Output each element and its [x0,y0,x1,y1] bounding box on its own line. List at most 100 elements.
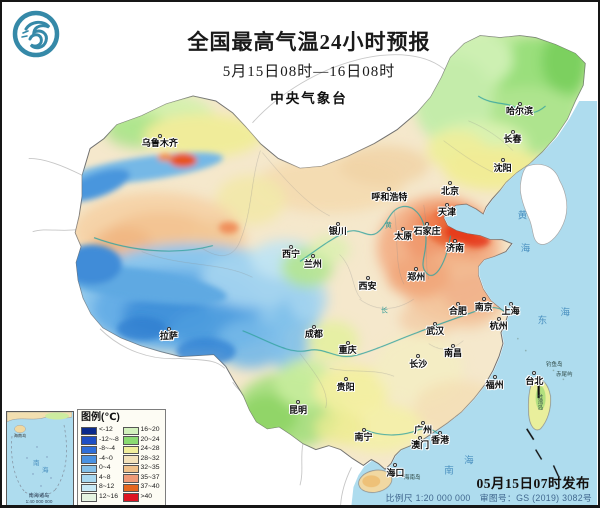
island-label: 海南岛 [403,475,421,482]
city-dot [157,133,162,138]
city-dot [447,181,452,186]
city-dot [343,377,348,382]
city-dot [335,221,340,226]
legend-title: 图例(℃) [81,412,120,423]
city-label: 石家庄 [413,226,441,237]
legend-range-label: 37~40 [140,483,160,491]
city-dot [345,340,350,345]
issue-time: 05月15日07时发布 [476,476,590,491]
city-label: 西宁 [282,249,301,260]
island-label: 钓鱼岛 [546,362,563,369]
city-dot [414,267,419,272]
legend-item: -4~0 [81,455,121,465]
inset-hainan-label: 海南岛 [14,432,27,439]
legend-range-label: 28~32 [140,454,160,462]
legend-item: -12~-8 [81,436,121,446]
city-dot [445,202,449,207]
legend-item: 16~20 [122,426,163,436]
legend-color-chip [81,426,97,435]
sea-label: 黄 [517,210,528,222]
city-label: 天津 [437,207,457,218]
inset-sea-label-2: 海 [42,465,49,474]
city-label: 上海 [501,306,520,317]
legend-range-label: -4~0 [99,454,113,462]
temperature-legend: 图例(℃) <-12 -12~-8 -8~-4 -4~0 0~4 4~8 8~12 12~16… [77,409,166,505]
inset-islets [26,446,52,487]
city-label: 长沙 [409,358,428,369]
legend-color-chip [122,426,139,435]
legend-item: 32~35 [122,464,163,474]
legend-range-label: 35~37 [140,473,160,481]
legend-range-label: 0~4 [99,464,111,472]
south-china-sea-inset: 海南岛 南 海 南海诸岛 1:40 000 000 [6,411,74,505]
city-label: 南京 [474,301,493,312]
city-dot [433,321,438,326]
sea-label: 海 [464,455,474,467]
city-dot [418,435,423,440]
city-dot [421,420,426,425]
legend-item: 28~32 [122,454,163,465]
city-dot [500,158,505,163]
city-label: 呼和浩特 [371,191,408,202]
legend-item: 37~40 [122,483,163,493]
city-dot [508,301,513,306]
legend-color-chip [81,474,97,483]
city-label: 福州 [485,379,504,390]
legend-color-chip [81,483,97,492]
city-label: 沈阳 [493,162,512,173]
city-dot [361,427,366,432]
islets [517,337,565,381]
korea-peninsula [519,164,568,245]
city-dot [481,297,486,302]
river-label: 长 [380,307,388,315]
city-dot [416,354,421,359]
legend-range-label: <-12 [99,426,113,434]
map-scale-and-approval: 比例尺 1:20 000 000 审图号：GS (2019) 3082号 [386,491,592,504]
legend-range-label: 24~28 [140,445,160,453]
city-label: 北京 [440,185,459,196]
sea-label: 海 [520,242,531,254]
city-label: 太原 [394,231,413,242]
legend-range-label: 4~8 [99,473,111,481]
city-dot [510,129,515,134]
city-dot [452,238,457,243]
city-label: 重庆 [338,345,357,356]
inset-scale: 1:40 000 000 [26,499,53,504]
map-scale: 比例尺 1:20 000 000 [385,493,471,503]
legend-range-label: 12~16 [99,492,119,500]
city-dot [517,101,522,106]
legend-color-chip [122,455,139,464]
sea-label: 东 [537,315,548,327]
city-dot [296,400,300,405]
island-label: 台湾岛 [536,393,543,411]
sea-label: 海 [560,307,570,319]
city-label: 银川 [328,226,347,237]
legend-item: 24~28 [122,445,163,455]
city-dot [166,326,171,331]
city-label: 济南 [445,243,464,254]
city-label: 兰州 [303,258,322,269]
river-label: 黄 [384,222,392,230]
legend-color-chip [122,474,139,483]
legend-grid: <-12 -12~-8 -8~-4 -4~0 0~4 4~8 8~12 12~16 16~20 2… [81,426,162,502]
city-label: 南宁 [354,432,373,443]
legend-range-label: 8~12 [99,483,115,491]
city-label: 杭州 [489,321,508,332]
city-label: 长春 [503,134,522,145]
legend-range-label: 16~20 [140,426,160,434]
legend-color-chip [81,493,97,502]
city-dot [438,430,443,435]
city-label: 南昌 [443,348,462,359]
city-label: 贵阳 [336,381,355,392]
city-dot [289,244,294,249]
city-dot [532,371,537,376]
nine-dash-line [11,424,67,497]
legend-item: >40 [122,493,163,503]
sea-label: 南 [444,465,454,477]
legend-color-chip [81,455,97,464]
city-label: 海口 [386,467,405,478]
city-dot [455,301,460,306]
province-borders [141,120,514,409]
city-dot [425,221,430,226]
